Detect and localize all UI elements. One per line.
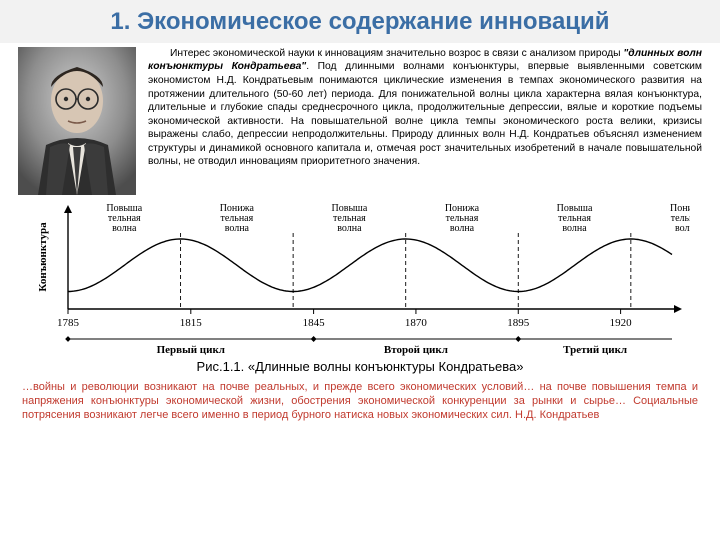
svg-text:волна: волна [112,223,137,234]
svg-text:Второй цикл: Второй цикл [384,344,448,356]
svg-text:волна: волна [675,223,690,234]
svg-text:Конъюнктура: Конъюнктура [37,222,49,292]
svg-text:1845: 1845 [303,317,326,329]
svg-text:1815: 1815 [180,317,203,329]
svg-text:1895: 1895 [507,317,530,329]
svg-text:волна: волна [562,223,587,234]
svg-text:волна: волна [450,223,475,234]
figure-caption: Рис.1.1. «Длинные волны конъюнктуры Конд… [0,359,720,374]
portrait-photo [18,47,136,195]
quote-text: …войны и революции возникают на почве ре… [0,374,720,423]
content-row: Интерес экономической науки к инновациям… [0,43,720,197]
svg-text:1920: 1920 [610,317,633,329]
page-title: 1. Экономическое содержание инноваций [0,8,720,37]
svg-text:1870: 1870 [405,317,428,329]
title-bar: 1. Экономическое содержание инноваций [0,0,720,43]
svg-text:Первый цикл: Первый цикл [157,344,225,356]
svg-text:Третий цикл: Третий цикл [563,344,627,356]
main-paragraph: Интерес экономической науки к инновациям… [148,47,702,195]
svg-text:волна: волна [337,223,362,234]
kondratiev-chart: КонъюнктураПовышательнаяволнаПонижательн… [30,199,690,357]
svg-text:1785: 1785 [57,317,80,329]
svg-text:волна: волна [225,223,250,234]
